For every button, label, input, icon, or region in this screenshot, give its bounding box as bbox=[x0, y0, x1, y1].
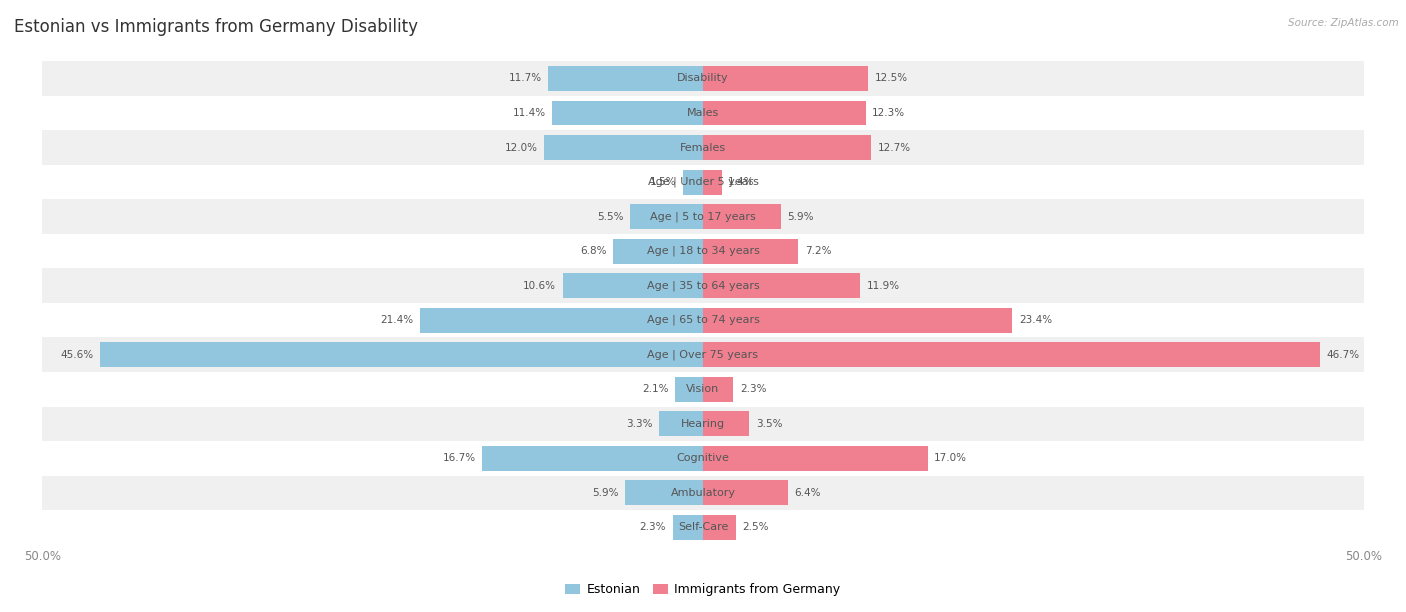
Bar bbox=[553, 100, 703, 125]
Bar bbox=[703, 342, 1320, 367]
Bar bbox=[703, 480, 787, 506]
Text: 46.7%: 46.7% bbox=[1327, 349, 1360, 360]
Bar bbox=[703, 204, 780, 229]
Text: 5.5%: 5.5% bbox=[598, 212, 624, 222]
Text: Age | 35 to 64 years: Age | 35 to 64 years bbox=[647, 280, 759, 291]
Bar bbox=[42, 441, 1364, 476]
Bar bbox=[659, 411, 703, 436]
Bar bbox=[630, 204, 703, 229]
Text: Cognitive: Cognitive bbox=[676, 453, 730, 463]
Text: 12.3%: 12.3% bbox=[872, 108, 905, 118]
Text: 5.9%: 5.9% bbox=[592, 488, 619, 498]
Legend: Estonian, Immigrants from Germany: Estonian, Immigrants from Germany bbox=[561, 578, 845, 601]
Bar bbox=[675, 377, 703, 401]
Bar bbox=[703, 239, 799, 264]
Text: Ambulatory: Ambulatory bbox=[671, 488, 735, 498]
Bar bbox=[42, 200, 1364, 234]
Bar bbox=[42, 269, 1364, 303]
Bar bbox=[420, 308, 703, 333]
Bar bbox=[42, 303, 1364, 337]
Bar bbox=[703, 308, 1012, 333]
Text: Females: Females bbox=[681, 143, 725, 152]
Text: 3.3%: 3.3% bbox=[626, 419, 652, 429]
Bar bbox=[703, 66, 868, 91]
Bar bbox=[703, 135, 870, 160]
Bar bbox=[42, 130, 1364, 165]
Bar bbox=[42, 61, 1364, 95]
Text: Hearing: Hearing bbox=[681, 419, 725, 429]
Bar bbox=[42, 165, 1364, 200]
Text: Source: ZipAtlas.com: Source: ZipAtlas.com bbox=[1288, 18, 1399, 28]
Text: 11.4%: 11.4% bbox=[513, 108, 546, 118]
Text: Estonian vs Immigrants from Germany Disability: Estonian vs Immigrants from Germany Disa… bbox=[14, 18, 418, 36]
Bar bbox=[100, 342, 703, 367]
Bar bbox=[548, 66, 703, 91]
Bar bbox=[703, 170, 721, 195]
Bar bbox=[42, 406, 1364, 441]
Bar bbox=[482, 446, 703, 471]
Text: 10.6%: 10.6% bbox=[523, 281, 557, 291]
Text: 3.5%: 3.5% bbox=[756, 419, 782, 429]
Bar bbox=[703, 446, 928, 471]
Text: 7.2%: 7.2% bbox=[804, 246, 831, 256]
Bar bbox=[672, 515, 703, 540]
Bar bbox=[703, 100, 866, 125]
Bar bbox=[42, 337, 1364, 372]
Bar bbox=[42, 234, 1364, 269]
Text: 23.4%: 23.4% bbox=[1019, 315, 1052, 325]
Text: Age | 18 to 34 years: Age | 18 to 34 years bbox=[647, 246, 759, 256]
Text: 12.7%: 12.7% bbox=[877, 143, 911, 152]
Text: Vision: Vision bbox=[686, 384, 720, 394]
Text: 17.0%: 17.0% bbox=[934, 453, 967, 463]
Text: 12.0%: 12.0% bbox=[505, 143, 537, 152]
Bar bbox=[42, 476, 1364, 510]
Text: 6.8%: 6.8% bbox=[581, 246, 606, 256]
Text: Age | 5 to 17 years: Age | 5 to 17 years bbox=[650, 211, 756, 222]
Text: 5.9%: 5.9% bbox=[787, 212, 814, 222]
Text: 21.4%: 21.4% bbox=[381, 315, 413, 325]
Text: 1.4%: 1.4% bbox=[728, 177, 755, 187]
Bar bbox=[42, 372, 1364, 406]
Bar bbox=[626, 480, 703, 506]
Bar bbox=[42, 510, 1364, 545]
Text: Age | 65 to 74 years: Age | 65 to 74 years bbox=[647, 315, 759, 326]
Text: 6.4%: 6.4% bbox=[794, 488, 821, 498]
Text: 1.5%: 1.5% bbox=[650, 177, 676, 187]
Text: 11.7%: 11.7% bbox=[509, 73, 541, 83]
Text: 11.9%: 11.9% bbox=[868, 281, 900, 291]
Text: 12.5%: 12.5% bbox=[875, 73, 908, 83]
Text: 45.6%: 45.6% bbox=[60, 349, 94, 360]
Text: 2.3%: 2.3% bbox=[740, 384, 766, 394]
Bar bbox=[562, 273, 703, 298]
Bar bbox=[703, 273, 860, 298]
Text: Self-Care: Self-Care bbox=[678, 523, 728, 532]
Text: 16.7%: 16.7% bbox=[443, 453, 475, 463]
Bar bbox=[42, 95, 1364, 130]
Text: Males: Males bbox=[688, 108, 718, 118]
Text: Disability: Disability bbox=[678, 73, 728, 83]
Bar bbox=[613, 239, 703, 264]
Bar bbox=[703, 515, 737, 540]
Text: 2.1%: 2.1% bbox=[643, 384, 669, 394]
Bar bbox=[703, 377, 734, 401]
Text: 2.3%: 2.3% bbox=[640, 523, 666, 532]
Text: Age | Under 5 years: Age | Under 5 years bbox=[648, 177, 758, 187]
Bar bbox=[683, 170, 703, 195]
Bar bbox=[703, 411, 749, 436]
Bar bbox=[544, 135, 703, 160]
Text: Age | Over 75 years: Age | Over 75 years bbox=[648, 349, 758, 360]
Text: 2.5%: 2.5% bbox=[742, 523, 769, 532]
